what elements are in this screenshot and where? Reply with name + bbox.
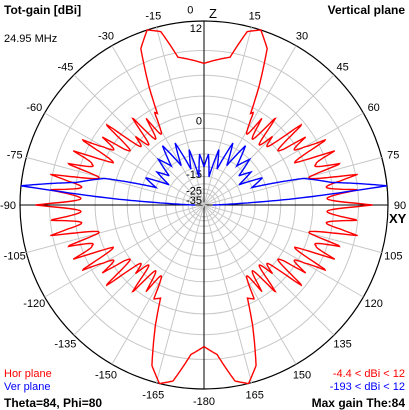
grid-spoke [26, 156, 205, 206]
angle-tick-label: 30 [296, 30, 308, 42]
grid-spoke [155, 204, 205, 383]
radial-tick-label: -25 [186, 186, 202, 198]
legend-hor-range: -4.4 < dBi < 12 [332, 368, 405, 380]
legend-ver-label: Ver plane [4, 381, 51, 393]
plane-label: Vertical plane [327, 3, 405, 17]
grid-spoke [44, 204, 205, 298]
angle-tick-label: -90 [0, 200, 16, 212]
grid-spoke [203, 45, 297, 206]
polar-grid [19, 20, 389, 390]
angle-tick-label: -165 [142, 389, 164, 401]
series-line-left [20, 142, 205, 206]
angle-tick-label: -180 [193, 396, 215, 408]
series-line-left [35, 29, 205, 385]
angle-tick-label: -45 [57, 61, 73, 73]
grid-spoke [44, 112, 205, 206]
angle-tick-label: 120 [365, 298, 383, 310]
status-angles: Theta=84, Phi=80 [4, 396, 103, 410]
angle-tick-label: 75 [387, 149, 399, 161]
grid-spoke [203, 156, 382, 206]
frequency-label: 24.95 MHz [4, 33, 58, 45]
angle-tick-label: 15 [249, 11, 261, 23]
legend-hor-label: Hor plane [4, 368, 52, 380]
angle-tick-label: -15 [145, 11, 161, 23]
grid-spoke [203, 204, 382, 254]
angle-tick-label: -105 [4, 251, 26, 263]
grid-spoke [111, 45, 205, 206]
angle-tick-label: -135 [54, 339, 76, 351]
chart-title: Tot-gain [dBi] [4, 3, 82, 17]
grid-spoke [73, 74, 205, 206]
radial-tick-labels: 120-15-25-35 [186, 23, 202, 207]
grid-spoke [203, 74, 335, 206]
angle-tick-label: 150 [293, 370, 311, 382]
grid-spoke [203, 204, 335, 336]
angle-tick-label: 0 [187, 5, 193, 17]
grid-spoke [26, 204, 205, 254]
angle-tick-label: 45 [336, 61, 348, 73]
angle-tick-label: 135 [333, 339, 351, 351]
axis-label-z: Z [209, 6, 217, 21]
status-max-gain: Max gain The:84 [311, 396, 405, 410]
angle-tick-label: 105 [384, 251, 402, 263]
pattern-series [20, 29, 388, 385]
grid-spoke [203, 112, 364, 206]
angle-tick-label: -30 [98, 30, 114, 42]
angle-tick-label: -150 [95, 370, 117, 382]
grid-spoke [203, 204, 297, 365]
radial-tick-label: 0 [196, 116, 202, 128]
grid-spoke [73, 204, 205, 336]
series-line-right [203, 142, 388, 206]
radial-tick-label: 12 [190, 23, 202, 35]
grid-spoke [111, 204, 205, 365]
grid-spoke [155, 27, 205, 206]
angle-tick-label: -120 [23, 298, 45, 310]
series-line-right [203, 29, 373, 385]
angle-tick-label: -60 [26, 102, 42, 114]
angle-tick-label: 165 [246, 389, 264, 401]
angle-tick-label: -75 [7, 149, 23, 161]
angle-tick-label: 90 [394, 200, 406, 212]
axis-label-xy: XY [389, 211, 407, 226]
legend-ver-range: -193 < dBi < 12 [329, 381, 405, 393]
angle-tick-label: 60 [368, 102, 380, 114]
grid-spoke [203, 204, 364, 298]
angle-tick-labels: 0 15 30 45 60 75 90 -15 -30 -45 -60 -75 -90 -105 -120 -… [0, 5, 406, 409]
grid-spoke [203, 204, 253, 383]
grid-spoke [203, 27, 253, 206]
